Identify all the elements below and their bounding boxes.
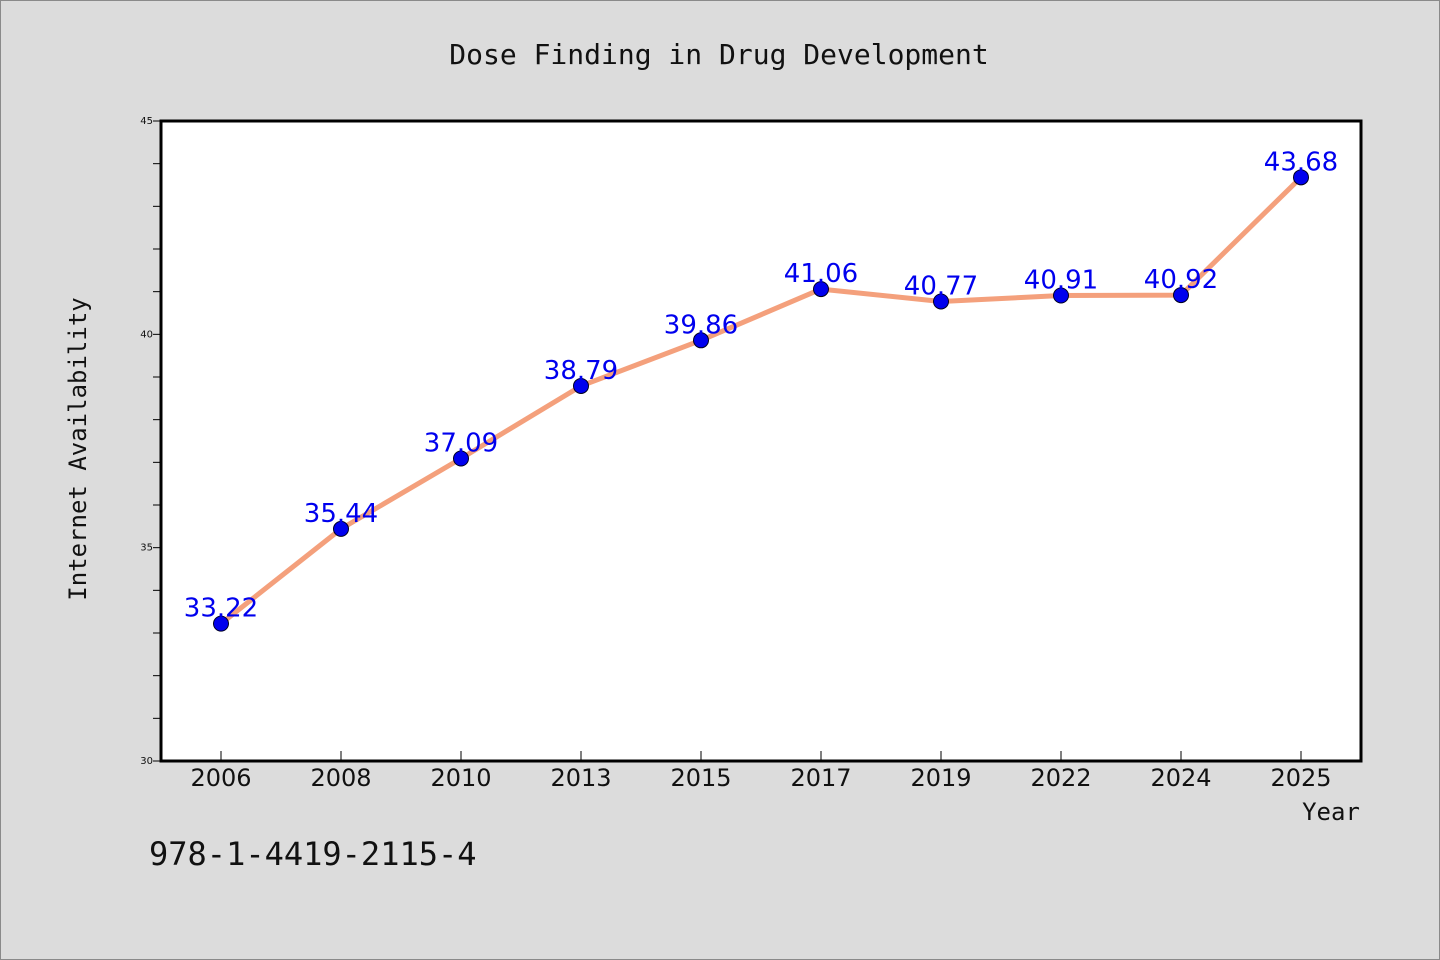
y-axis-label: Internet Availability xyxy=(64,297,92,600)
x-axis-label: Year xyxy=(1302,798,1360,826)
data-label: 40.92 xyxy=(1144,265,1218,295)
y-axis-ticks: 30 35 40 45 xyxy=(140,116,161,767)
data-point xyxy=(1293,169,1309,186)
data-point xyxy=(1173,287,1189,304)
x-tick-label: 2015 xyxy=(670,764,731,792)
series-layer: 33.22 35.44 37.09 38.79 39.86 41.06 40.77 40.91… xyxy=(184,147,1338,632)
x-tick-label: 2006 xyxy=(190,764,251,792)
data-label: 33.22 xyxy=(184,594,258,624)
x-tick-label: 2008 xyxy=(310,764,371,792)
data-point xyxy=(573,377,589,394)
y-tick-label: 45 xyxy=(140,116,153,127)
data-point xyxy=(333,520,349,537)
x-tick-label: 2019 xyxy=(910,764,971,792)
data-label: 38.79 xyxy=(544,356,618,386)
data-point xyxy=(693,332,709,349)
data-label: 40.77 xyxy=(904,271,978,301)
x-axis-ticks: 2006 2008 2010 2013 2015 2017 2019 2022 2024 2025 xyxy=(190,751,1332,792)
data-point xyxy=(213,615,229,632)
x-tick-label: 2024 xyxy=(1150,764,1211,792)
data-point xyxy=(813,281,829,298)
data-label: 41.06 xyxy=(784,259,858,289)
plot-frame xyxy=(159,119,1363,763)
data-label: 43.68 xyxy=(1264,147,1338,177)
footer-text: 978-1-4419-2115-4 xyxy=(149,835,477,873)
data-point xyxy=(453,450,469,467)
data-point xyxy=(1053,287,1069,304)
data-label: 37.09 xyxy=(424,428,498,458)
x-tick-label: 2017 xyxy=(790,764,851,792)
data-label: 35.44 xyxy=(304,499,378,529)
data-label: 39.86 xyxy=(664,310,738,340)
plot-area xyxy=(161,121,1361,761)
data-point xyxy=(933,293,949,310)
x-tick-label: 2025 xyxy=(1270,764,1331,792)
x-tick-label: 2010 xyxy=(430,764,491,792)
y-tick-label: 40 xyxy=(140,329,153,340)
x-tick-label: 2013 xyxy=(550,764,611,792)
y-tick-label: 35 xyxy=(140,543,153,554)
series-line xyxy=(218,174,1304,627)
data-label: 40.91 xyxy=(1024,266,1098,296)
y-tick-label: 30 xyxy=(140,756,153,767)
chart-title: Dose Finding in Drug Development xyxy=(449,38,988,71)
x-tick-label: 2022 xyxy=(1030,764,1091,792)
